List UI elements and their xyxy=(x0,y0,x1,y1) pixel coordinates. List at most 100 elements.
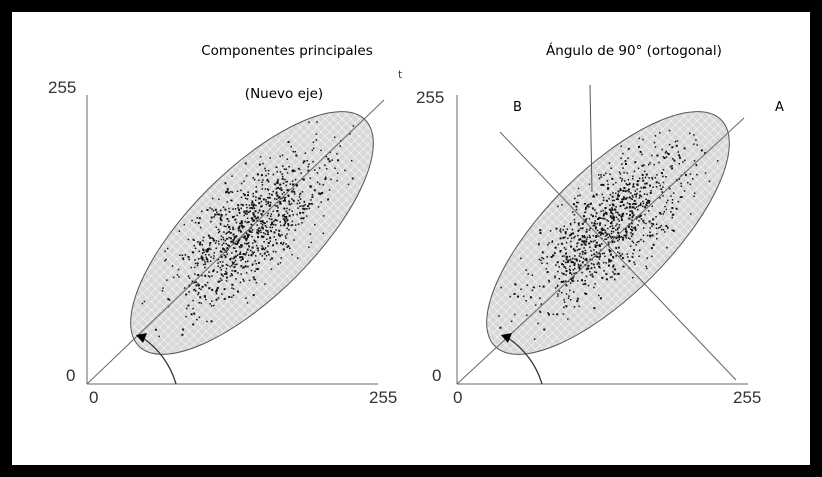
scatter-point xyxy=(541,251,544,254)
scatter-point xyxy=(226,276,228,279)
scatter-point xyxy=(626,253,628,255)
scatter-point xyxy=(201,274,203,277)
scatter-point xyxy=(624,190,627,193)
scatter-point xyxy=(635,244,637,246)
scatter-point xyxy=(642,202,645,205)
scatter-point xyxy=(246,237,248,240)
scatter-point xyxy=(248,246,250,248)
scatter-point xyxy=(574,235,576,238)
scatter-point xyxy=(311,203,314,205)
scatter-point xyxy=(252,205,255,208)
scatter-point xyxy=(608,249,610,251)
scatter-point xyxy=(643,193,646,195)
scatter-point xyxy=(141,302,144,305)
scatter-point xyxy=(291,210,293,212)
scatter-point xyxy=(336,180,338,182)
scatter-point xyxy=(286,246,288,248)
scatter-point xyxy=(262,179,264,181)
scatter-point xyxy=(303,205,305,207)
scatter-point xyxy=(602,184,605,186)
scatter-point xyxy=(648,177,650,179)
scatter-point xyxy=(650,222,653,225)
scatter-point xyxy=(662,186,664,188)
scatter-point xyxy=(177,268,180,271)
scatter-point xyxy=(229,237,232,240)
scatter-point xyxy=(604,238,606,241)
scatter-point xyxy=(588,217,591,220)
scatter-point xyxy=(600,183,603,186)
scatter-point xyxy=(569,282,572,284)
scatter-point xyxy=(286,207,288,210)
scatter-point xyxy=(201,210,203,213)
scatter-point xyxy=(598,294,600,297)
scatter-point xyxy=(590,250,592,252)
scatter-point xyxy=(571,228,574,231)
scatter-point xyxy=(591,254,593,257)
scatter-point xyxy=(651,154,653,157)
scatter-point xyxy=(600,233,603,235)
scatter-point xyxy=(642,240,645,243)
scatter-point xyxy=(288,203,290,205)
scatter-point xyxy=(261,221,264,223)
scatter-point xyxy=(569,233,572,236)
scatter-point xyxy=(611,177,614,180)
scatter-point xyxy=(579,253,581,255)
scatter-point xyxy=(231,270,233,272)
scatter-point xyxy=(559,228,562,230)
scatter-point xyxy=(632,252,634,255)
scatter-point xyxy=(316,181,319,184)
scatter-point xyxy=(204,261,206,263)
scatter-point xyxy=(289,247,291,249)
right-arrowhead-icon xyxy=(501,333,512,343)
scatter-point xyxy=(245,297,247,299)
scatter-point xyxy=(258,179,260,182)
scatter-point xyxy=(296,213,298,216)
scatter-point xyxy=(292,214,294,216)
scatter-point xyxy=(627,157,629,159)
scatter-point xyxy=(675,207,678,210)
scatter-point xyxy=(621,198,624,201)
scatter-point xyxy=(613,219,615,222)
scatter-point xyxy=(287,219,289,221)
scatter-point xyxy=(232,239,235,242)
scatter-point xyxy=(573,221,576,224)
scatter-point xyxy=(263,258,266,260)
scatter-point xyxy=(224,208,227,211)
scatter-point xyxy=(632,241,635,244)
scatter-point xyxy=(198,217,201,220)
scatter-point xyxy=(192,251,195,253)
scatter-point xyxy=(286,172,289,174)
scatter-point xyxy=(637,167,640,170)
scatter-point xyxy=(593,263,595,266)
scatter-point xyxy=(687,181,689,184)
scatter-point xyxy=(251,204,253,206)
scatter-point xyxy=(272,173,275,176)
scatter-point xyxy=(628,147,630,150)
scatter-point xyxy=(648,163,650,166)
scatter-point xyxy=(609,276,612,279)
scatter-point xyxy=(617,193,619,195)
scatter-point xyxy=(254,199,257,201)
scatter-point xyxy=(195,284,198,287)
scatter-point xyxy=(284,196,287,199)
scatter-point xyxy=(581,236,584,238)
scatter-point xyxy=(202,248,205,251)
scatter-point xyxy=(648,200,651,202)
scatter-point xyxy=(612,231,615,233)
scatter-point xyxy=(266,238,268,240)
scatter-point xyxy=(297,207,299,209)
scatter-point xyxy=(539,310,541,313)
scatter-point xyxy=(576,201,578,204)
scatter-point xyxy=(298,202,301,204)
scatter-point xyxy=(621,163,623,165)
scatter-point xyxy=(649,184,651,187)
scatter-point xyxy=(623,265,625,268)
scatter-point xyxy=(339,145,341,147)
scatter-point xyxy=(549,230,552,232)
scatter-point xyxy=(271,226,273,229)
scatter-point xyxy=(621,218,623,221)
scatter-point xyxy=(294,151,296,153)
scatter-point xyxy=(599,253,601,255)
scatter-point xyxy=(613,268,616,271)
scatter-point xyxy=(263,222,266,225)
